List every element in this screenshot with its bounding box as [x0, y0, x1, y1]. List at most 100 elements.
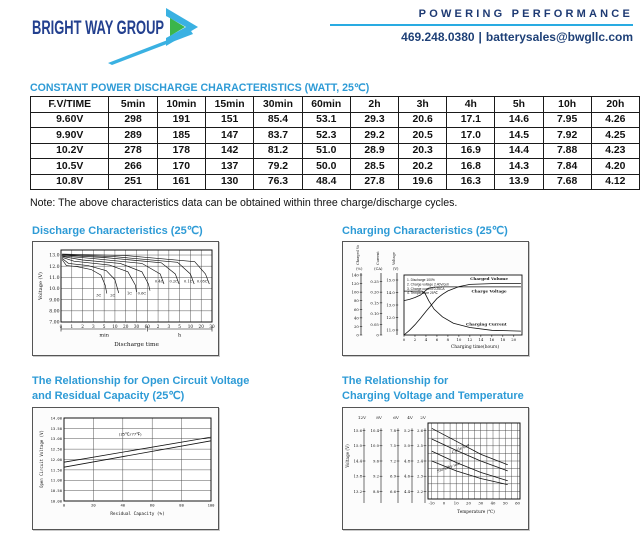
table-cell: 16.9 [446, 142, 496, 159]
svg-text:6.6: 6.6 [390, 489, 397, 494]
svg-text:0: 0 [403, 337, 406, 342]
svg-text:40: 40 [491, 501, 496, 506]
table-cell: 17.1 [446, 111, 496, 128]
svg-text:10.4: 10.4 [371, 428, 380, 433]
svg-text:6: 6 [436, 337, 439, 342]
svg-text:Voltage (V): Voltage (V) [37, 272, 44, 301]
table-header-cell: 4h [446, 96, 496, 113]
svg-text:10: 10 [188, 324, 194, 329]
svg-text:13.50: 13.50 [51, 426, 63, 431]
svg-text:Charged Volume: Charged Volume [470, 276, 508, 281]
header-right: POWERING PERFORMANCE 469.248.0380 | batter… [330, 8, 633, 44]
svg-text:min: min [99, 333, 109, 339]
svg-text:12.0: 12.0 [386, 315, 395, 320]
table-cell: 19.6 [398, 173, 448, 190]
table-cell: 178 [156, 142, 206, 159]
svg-text:15.0: 15.0 [386, 278, 395, 283]
table-cell: 4.26 [590, 111, 640, 128]
svg-text:13.0: 13.0 [49, 253, 59, 259]
table-cell: 20.6 [398, 111, 448, 128]
table-cell: 7.68 [542, 173, 592, 190]
table-row: 9.60V 298 191 151 85.4 53.1 29.3 20.6 17.1 14.6 7.… [29, 111, 640, 128]
logo-chevron-icon [166, 8, 198, 46]
svg-text:6V: 6V [393, 415, 400, 420]
svg-text:7.00: 7.00 [49, 320, 59, 326]
table-cell: 29.2 [349, 127, 400, 144]
svg-text:2: 2 [414, 337, 417, 342]
table-header-cell: 2h [349, 96, 400, 113]
table-cell: 298 [108, 111, 158, 128]
phone-number: 469.248.0380 [401, 30, 475, 44]
table-cell: 17.0 [446, 127, 496, 144]
svg-text:11.0: 11.0 [386, 328, 395, 333]
svg-text:7.2: 7.2 [390, 458, 397, 463]
svg-text:Open Circuit Voltage (V): Open Circuit Voltage (V) [39, 430, 44, 488]
svg-text:100: 100 [208, 503, 216, 508]
svg-text:11.00: 11.00 [51, 478, 63, 483]
table-cell: 289 [108, 127, 158, 144]
table-cell: 251 [108, 173, 158, 190]
email-address: batterysales@bwgllc.com [485, 30, 633, 44]
svg-text:9.2: 9.2 [373, 474, 380, 479]
svg-text:5: 5 [178, 324, 181, 329]
svg-text:13.00: 13.00 [51, 436, 63, 441]
svg-text:2.6: 2.6 [417, 428, 424, 433]
svg-text:5: 5 [103, 324, 106, 329]
svg-text:30: 30 [134, 324, 140, 329]
table-header-cell: 3h [398, 96, 448, 113]
svg-text:40: 40 [354, 315, 359, 320]
svg-text:h: h [178, 333, 182, 339]
svg-text:10.0: 10.0 [371, 443, 380, 448]
svg-text:2.3: 2.3 [417, 474, 424, 479]
svg-text:30: 30 [478, 501, 483, 506]
svg-text:20: 20 [199, 324, 205, 329]
table-row: 10.8V 251 161 130 76.3 48.4 27.8 19.6 16.3 13.9 7.… [29, 173, 640, 190]
svg-text:2.4: 2.4 [417, 458, 424, 463]
svg-text:10.50: 10.50 [51, 488, 63, 493]
table-cell: 29.3 [349, 111, 400, 128]
table-cell: 9.60V [29, 111, 110, 128]
svg-text:Voltage: Voltage [392, 252, 396, 266]
svg-text:14.0: 14.0 [386, 290, 395, 295]
svg-text:2: 2 [81, 324, 84, 329]
temp-title-line2: Charging Voltage and Temperature [342, 390, 524, 402]
svg-text:0.6C: 0.6C [138, 292, 147, 296]
discharge-chart: 13.012.011.010.09.008.007.00012351020306… [37, 249, 215, 348]
svg-text:Charge Voltage: Charge Voltage [472, 289, 507, 294]
svg-text:0.1C: 0.1C [184, 280, 193, 284]
svg-text:14.4: 14.4 [354, 458, 363, 463]
svg-text:20: 20 [91, 503, 96, 508]
table-header-cell: 10h [542, 96, 592, 113]
svg-text:3: 3 [168, 324, 171, 329]
discharge-chart-panel: 13.012.011.010.09.008.007.00012351020306… [32, 241, 219, 356]
table-cell: 28.9 [349, 142, 400, 159]
svg-text:(%): (%) [356, 267, 363, 271]
svg-text:40: 40 [121, 503, 126, 508]
svg-text:11.0: 11.0 [49, 275, 59, 281]
table-cell: 51.0 [301, 142, 351, 159]
svg-text:0.2C: 0.2C [169, 280, 178, 284]
svg-text:8.8: 8.8 [373, 489, 380, 494]
svg-text:Charging Current: Charging Current [466, 321, 507, 326]
table-cell: 130 [204, 173, 255, 190]
svg-text:0.05: 0.05 [370, 322, 379, 327]
svg-text:4: 4 [425, 337, 428, 342]
table-cell: 20.2 [398, 158, 448, 175]
svg-text:2C: 2C [110, 293, 115, 297]
svg-text:Charged Volume: Charged Volume [356, 245, 360, 265]
power-table: F.V/TIME 5min 10min 15min 30min 60min 2h 3h 4h 5h… [29, 96, 640, 190]
svg-text:0.4C: 0.4C [155, 280, 164, 284]
table-cell: 170 [156, 158, 206, 175]
svg-text:0.05C: 0.05C [197, 280, 208, 284]
svg-text:14: 14 [478, 337, 483, 342]
svg-text:3: 3 [92, 324, 95, 329]
tagline: POWERING PERFORMANCE [418, 8, 633, 20]
svg-text:20: 20 [511, 337, 516, 342]
svg-text:12.0: 12.0 [49, 264, 59, 270]
svg-text:8V: 8V [376, 415, 383, 420]
table-cell: 85.4 [253, 111, 303, 128]
table-cell: 16.3 [446, 173, 496, 190]
svg-text:1: 1 [70, 324, 73, 329]
svg-text:18: 18 [500, 337, 505, 342]
svg-text:10.00: 10.00 [51, 498, 63, 503]
